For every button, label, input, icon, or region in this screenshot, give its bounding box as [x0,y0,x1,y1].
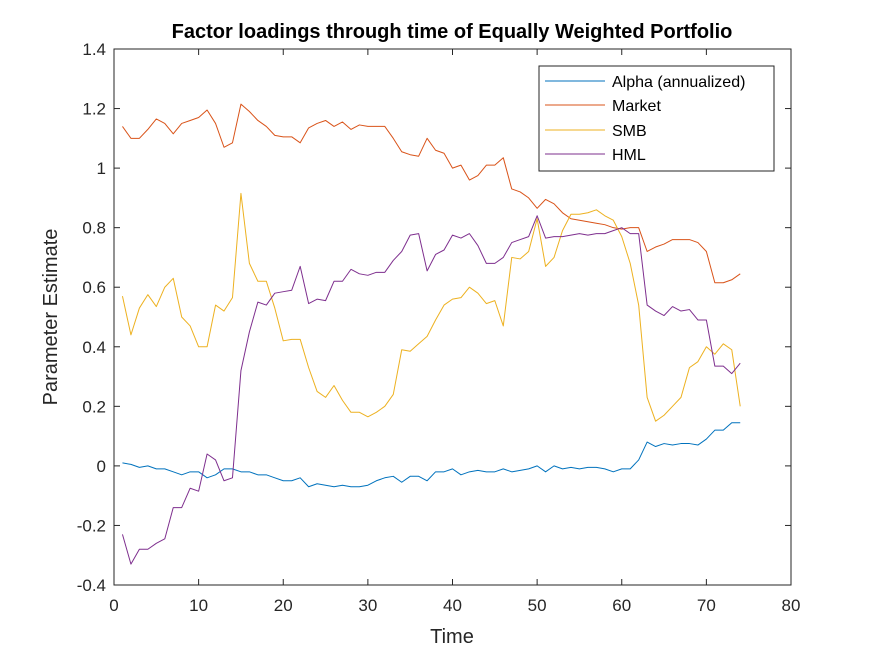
series-line-hml [121,215,741,565]
y-axis-label: Parameter Estimate [40,229,62,406]
series-layer [121,103,741,565]
legend-label-market: Market [612,98,661,115]
series-line-smb [121,192,741,422]
x-tick-label: 0 [109,596,118,615]
legend-entry-market: Market [545,98,661,115]
y-tick-label: 1.2 [82,100,106,119]
y-tick-label: 0 [97,457,106,476]
legend-entry-smb: SMB [545,123,647,140]
legend-entry-hml: HML [545,147,646,164]
series-line-market [122,103,741,284]
legend: Alpha (annualized) Market SMB HML [538,65,775,172]
legend-label-smb: SMB [612,123,647,140]
x-tick-label: 20 [274,596,293,615]
x-tick-label: 80 [782,596,801,615]
x-tick-label: 60 [612,596,631,615]
x-tick-label: 30 [358,596,377,615]
x-axis-label: Time [430,626,474,648]
y-tick-label: 0.8 [82,219,106,238]
y-tick-label: -0.2 [77,516,106,535]
legend-entry-alpha: Alpha (annualized) [545,74,745,91]
chart-title: Factor loadings through time of Equally … [172,21,733,43]
x-tick-label: 40 [443,596,462,615]
y-tick-label: -0.4 [77,576,106,595]
x-tick-label: 70 [697,596,716,615]
tick-layer: 0 10 20 30 40 50 60 70 80 -0.4 -0.2 0 0.2 0.4 0.6 0.8 1 1… [77,40,801,615]
series-line-alpha-annualized [122,422,741,488]
legend-label-alpha: Alpha (annualized) [612,74,745,91]
y-tick-label: 0.6 [82,278,106,297]
y-tick-label: 0.2 [82,397,106,416]
y-tick-label: 1.4 [82,40,106,59]
y-tick-label: 0.4 [82,338,106,357]
legend-label-hml: HML [612,147,646,164]
x-tick-label: 50 [528,596,547,615]
y-tick-label: 1 [97,159,106,178]
x-tick-label: 10 [189,596,208,615]
